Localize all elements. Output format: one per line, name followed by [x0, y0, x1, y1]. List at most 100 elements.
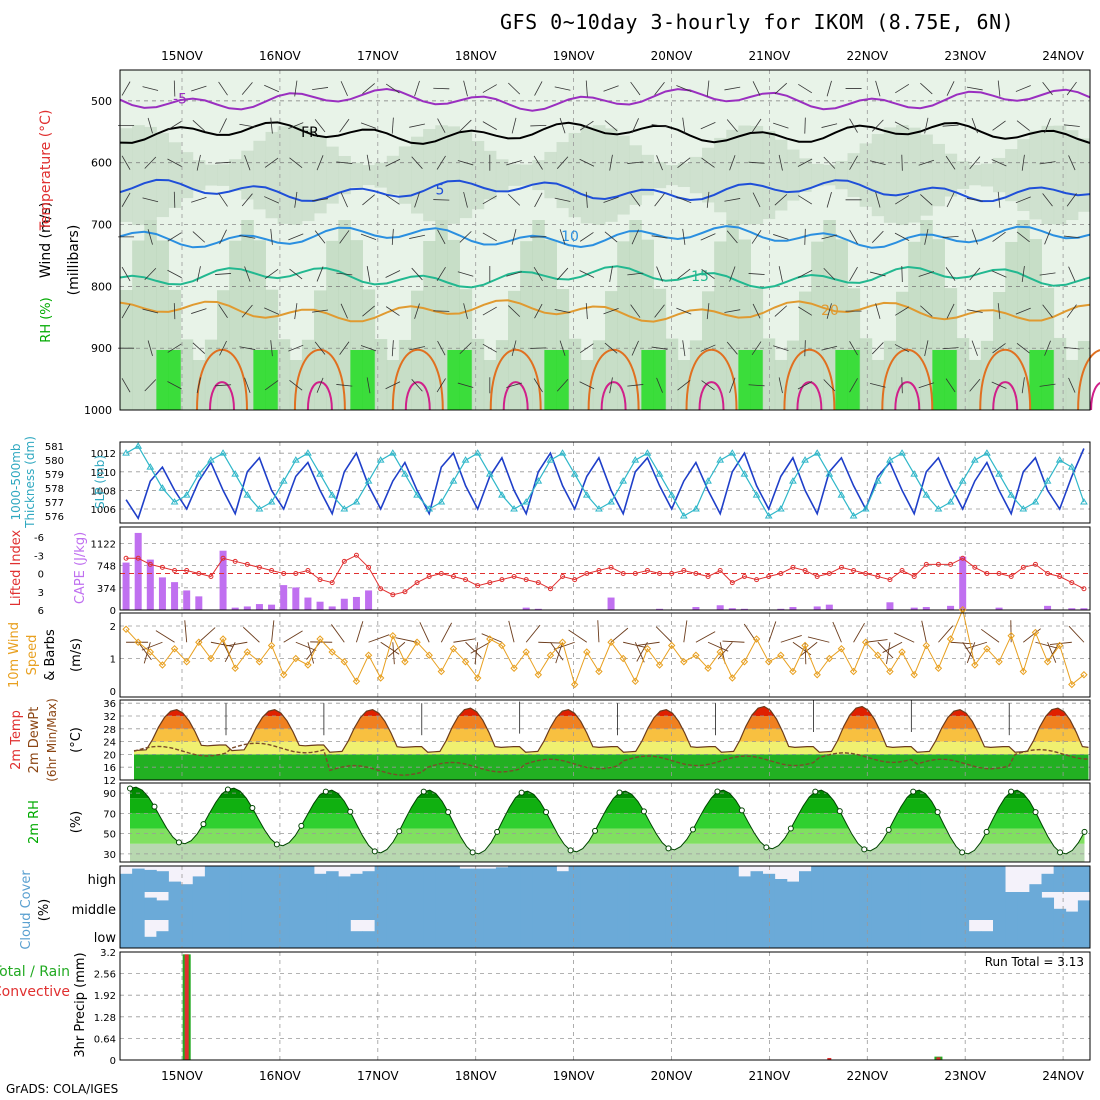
cloud-middle-bar: [265, 892, 279, 920]
wind-barb: [945, 378, 956, 393]
wind-barb: [1021, 266, 1025, 282]
wind-barb: [804, 228, 806, 245]
lifted-index-point: [341, 558, 347, 564]
cloud-high-bar: [168, 881, 182, 892]
rh-shade-low: [435, 220, 448, 410]
lifted-index-point: [741, 574, 747, 580]
wind-speed-point: [777, 651, 785, 659]
cape-bar: [1044, 605, 1052, 610]
wind-barb: [534, 303, 543, 319]
cloud-middle-bar: [993, 892, 1006, 920]
wind-barb: [362, 305, 375, 317]
rh-shade-mid: [799, 158, 812, 192]
thickness-point: [801, 456, 809, 463]
wind-barb: [1066, 193, 1077, 207]
wind-barb: [849, 229, 858, 245]
thickness-point: [437, 498, 446, 505]
cloud-high-bar: [859, 866, 873, 892]
thickness-point: [655, 470, 664, 477]
wind-barb: [726, 341, 738, 355]
cloud-middle-bar: [168, 892, 182, 920]
wind-barb: [871, 342, 884, 355]
wind-barb: [971, 117, 978, 134]
rh-tick-label: 90: [103, 789, 116, 800]
cloud-low-bar: [641, 920, 654, 948]
cloud-middle-bar: [617, 892, 630, 920]
rh-shade-saturated: [156, 350, 169, 410]
wind-label-2: Speed: [25, 635, 40, 676]
wind-barb: [918, 382, 935, 389]
cape-bar: [158, 577, 166, 610]
rh-shade-saturated: [750, 350, 764, 410]
wind-barb: [875, 80, 881, 97]
lifted-index-point: [487, 580, 493, 586]
thickness-point: [279, 477, 288, 484]
lifted-index-point: [523, 577, 529, 583]
rh-shade-low: [956, 338, 970, 410]
thickness-point: [886, 456, 894, 463]
wind-barb: [751, 230, 762, 244]
cape-bar: [656, 608, 664, 610]
rh-shade-mid: [217, 164, 230, 186]
wind-barb: [192, 342, 206, 354]
wind-barb: [752, 303, 761, 319]
wind-barb: [239, 346, 256, 350]
rh-point: [861, 846, 868, 853]
wind-barb: [192, 231, 206, 243]
rh-shade-saturated: [447, 350, 460, 410]
wind-barb: [609, 266, 613, 282]
wind-barb: [654, 193, 665, 207]
wind-barb-10m: [1068, 625, 1085, 643]
lifted-index-point: [293, 571, 299, 576]
lifted-index-point: [353, 552, 359, 558]
rh-shade-low: [908, 241, 921, 410]
rh-point: [445, 809, 452, 816]
wind-barb: [676, 196, 692, 204]
temperature-tick-label: 32: [103, 712, 116, 723]
lifted-index-point: [450, 574, 456, 580]
wind-barb: [1039, 272, 1056, 276]
lifted-index-point: [329, 580, 335, 586]
thickness-tick-label: 576: [45, 512, 64, 523]
thickness-point: [946, 498, 955, 505]
wind-barb-10m: [306, 641, 321, 660]
isotherm-FR: [119, 121, 1091, 145]
cloud-level-label: low: [94, 931, 117, 946]
rh-point: [1081, 828, 1088, 835]
wind-speed-point: [619, 654, 627, 663]
cloud-low-bar: [968, 931, 982, 948]
cloud-high-bar: [932, 866, 945, 892]
wind-speed-point: [413, 638, 421, 646]
rh-shade-mid: [1065, 130, 1079, 220]
surface-hot-contour: [796, 381, 823, 411]
wind-barb: [289, 157, 303, 168]
cloud-low-bar: [435, 920, 448, 948]
lifted-index-tick-label: 3: [38, 588, 44, 599]
temperature-tick-label: 16: [103, 763, 116, 774]
lifted-index-point: [135, 555, 141, 561]
wind-barb: [436, 378, 446, 393]
cloud-high-bar: [908, 866, 921, 892]
rh-shade-mid: [132, 125, 145, 226]
wind-barb: [585, 80, 588, 97]
thickness-point: [267, 498, 276, 505]
wind-barb: [360, 122, 377, 129]
cloud-low-bar: [314, 920, 327, 948]
wind-barb: [1068, 266, 1076, 282]
lifted-index-point: [244, 561, 250, 567]
wind-speed-point: [898, 648, 906, 656]
thickness-point: [983, 449, 991, 456]
precip-tick-label: 1.28: [94, 1013, 116, 1024]
wind-barb: [774, 82, 788, 95]
wind-barb: [436, 267, 446, 281]
cloud-high-bar: [398, 866, 412, 892]
wind-barb-10m: [768, 621, 777, 643]
rh-point: [322, 788, 329, 795]
wind-barb-10m: [465, 641, 482, 658]
wind-barb: [414, 192, 420, 208]
wind-barb-10m: [295, 641, 317, 651]
wind-barb: [511, 340, 517, 357]
thickness-point: [752, 491, 761, 498]
wind-label-1: 10m Wind: [7, 622, 22, 688]
cloud-high-bar: [471, 868, 485, 892]
